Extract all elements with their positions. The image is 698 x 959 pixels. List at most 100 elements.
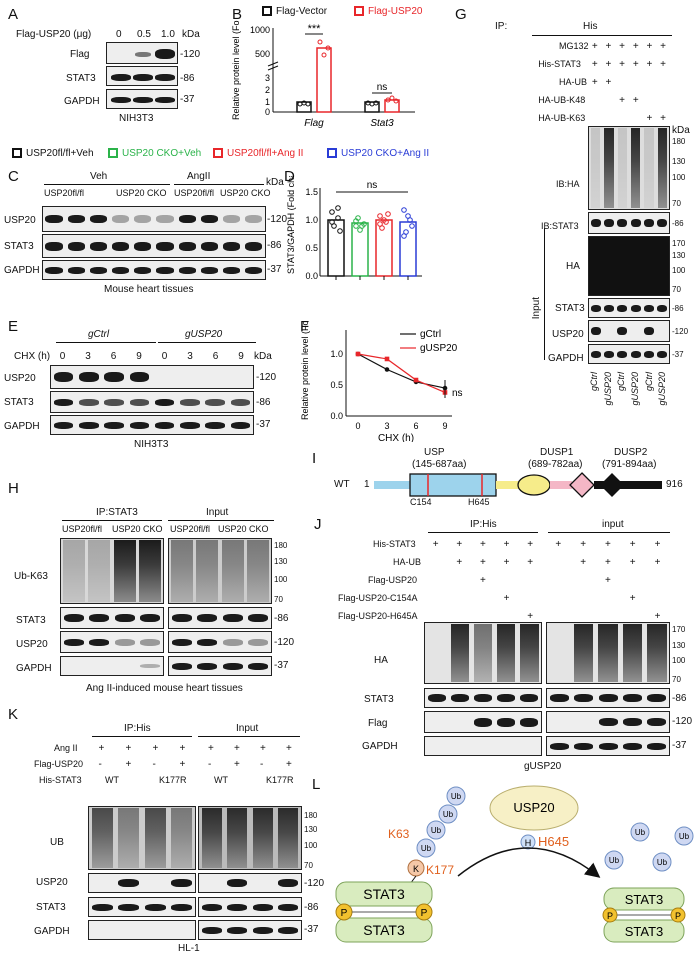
blot-band xyxy=(252,903,273,911)
condition-mark: + xyxy=(260,743,266,754)
blot-stat3-input xyxy=(546,688,670,708)
legend-swatch-vector xyxy=(262,6,272,16)
blot-band xyxy=(520,694,539,702)
blot-band xyxy=(197,638,218,646)
ip-label: IP:STAT3 xyxy=(96,507,138,518)
blot-band xyxy=(200,241,219,251)
condition-mark: + xyxy=(591,59,598,70)
blot-ib-stat3 xyxy=(588,212,670,234)
cell-line-label: HL-1 xyxy=(178,943,200,954)
blot-band xyxy=(89,614,110,622)
svg-text:H: H xyxy=(525,838,532,848)
blot-band xyxy=(114,614,135,622)
mw-marker: -37 xyxy=(672,350,684,359)
condition-mark: + xyxy=(480,575,486,586)
condition-mark: + xyxy=(646,59,653,70)
blot-band xyxy=(180,398,200,406)
blot-usp20 xyxy=(42,206,266,232)
blot-band xyxy=(180,421,200,429)
condition-label: HA-UB xyxy=(559,77,588,87)
mw-marker: -86 xyxy=(672,304,684,313)
mw-marker: -86 xyxy=(304,902,319,913)
variant-label: K177R xyxy=(266,775,294,785)
y-tick: 0.5 xyxy=(330,380,343,390)
blot-band xyxy=(129,421,150,429)
bar-flag-usp20 xyxy=(316,47,332,113)
blot-row-label: USP20 xyxy=(36,877,68,888)
blot-band xyxy=(200,215,219,223)
blot-row-label: GAPDH xyxy=(362,741,398,752)
condition-mark: + xyxy=(632,59,639,70)
mw-marker: 70 xyxy=(672,199,681,208)
blot-band xyxy=(278,926,299,934)
condition-mark: + xyxy=(619,59,625,70)
condition-mark: + xyxy=(629,539,636,550)
panel-label-e: E xyxy=(8,318,19,335)
mw-marker: -37 xyxy=(180,94,195,105)
blot-band xyxy=(104,398,124,406)
line-chart-f: Relative protein level (Fold change) 0.0… xyxy=(300,322,463,442)
blot-band xyxy=(590,350,601,358)
svg-text:K63: K63 xyxy=(388,827,410,841)
blot-band xyxy=(657,304,668,312)
blot-band xyxy=(45,241,63,251)
blot-band xyxy=(598,742,618,750)
blot-band xyxy=(79,398,99,406)
condition-label: His-STAT3 xyxy=(39,775,82,785)
residue-label: H645 xyxy=(468,497,490,507)
bar-chart-b: Relative protein level (Fold change) 0 1… xyxy=(231,20,415,129)
condition-mark: + xyxy=(480,557,486,568)
blot-row-label: GAPDH xyxy=(4,265,40,276)
svg-text:Ub: Ub xyxy=(635,828,646,837)
condition-mark: + xyxy=(605,41,612,52)
condition-label: Flag-USP20-C154A xyxy=(338,593,418,603)
bar xyxy=(327,219,345,277)
domain-label: USP xyxy=(424,447,445,458)
genotype-label: USP20 CKO xyxy=(112,524,163,534)
blot-band xyxy=(79,421,99,429)
blot-band xyxy=(622,624,643,682)
mw-marker: -86 xyxy=(256,397,271,408)
svg-text:STAT3: STAT3 xyxy=(625,892,664,907)
condition-mark: + xyxy=(629,593,636,604)
lane-label: gCtrl xyxy=(643,372,654,392)
panel-label-j: J xyxy=(314,516,322,533)
blot-band xyxy=(178,241,196,251)
blot-band xyxy=(245,241,263,251)
free-ub: Ub Ub Ub Ub xyxy=(604,822,694,872)
blot-flag-input xyxy=(546,711,670,733)
blot-band xyxy=(178,266,196,274)
blot-band xyxy=(245,266,263,274)
y-tick: 0.0 xyxy=(330,411,343,421)
blot-band xyxy=(200,266,219,274)
svg-text:STAT3: STAT3 xyxy=(363,922,405,938)
blot-band xyxy=(171,638,192,646)
blot-band xyxy=(67,241,85,251)
panel-label-i: I xyxy=(312,450,317,467)
blot-row-label: STAT3 xyxy=(364,694,394,705)
blot-band xyxy=(647,742,667,750)
svg-text:STAT3: STAT3 xyxy=(625,924,664,939)
blot-row-label: STAT3 xyxy=(4,397,34,408)
blot-band xyxy=(590,327,601,335)
blot-band xyxy=(603,219,615,227)
blot-gapdh-ip xyxy=(424,736,542,756)
kda-label: kDa xyxy=(182,29,200,40)
blot-flag xyxy=(106,42,178,64)
wt-label: WT xyxy=(334,479,350,490)
time-point: 0 xyxy=(161,351,168,362)
condition-label: MG132 xyxy=(559,41,589,51)
genotype-label: USP20 CKO xyxy=(116,188,167,198)
genotype-label: USP20 CKO xyxy=(220,188,271,198)
ip-label: IP:His xyxy=(124,723,151,734)
blot-band xyxy=(45,215,63,223)
domain-label: DUSP1 xyxy=(540,447,574,458)
blot-band xyxy=(140,614,161,622)
blot-band xyxy=(603,304,615,312)
blot-band xyxy=(156,215,174,223)
blot-band xyxy=(598,694,618,702)
blot-row-label: Flag xyxy=(368,718,388,729)
blot-band xyxy=(497,717,516,727)
blot-band xyxy=(53,398,74,406)
y-tick: 1.0 xyxy=(330,349,343,359)
